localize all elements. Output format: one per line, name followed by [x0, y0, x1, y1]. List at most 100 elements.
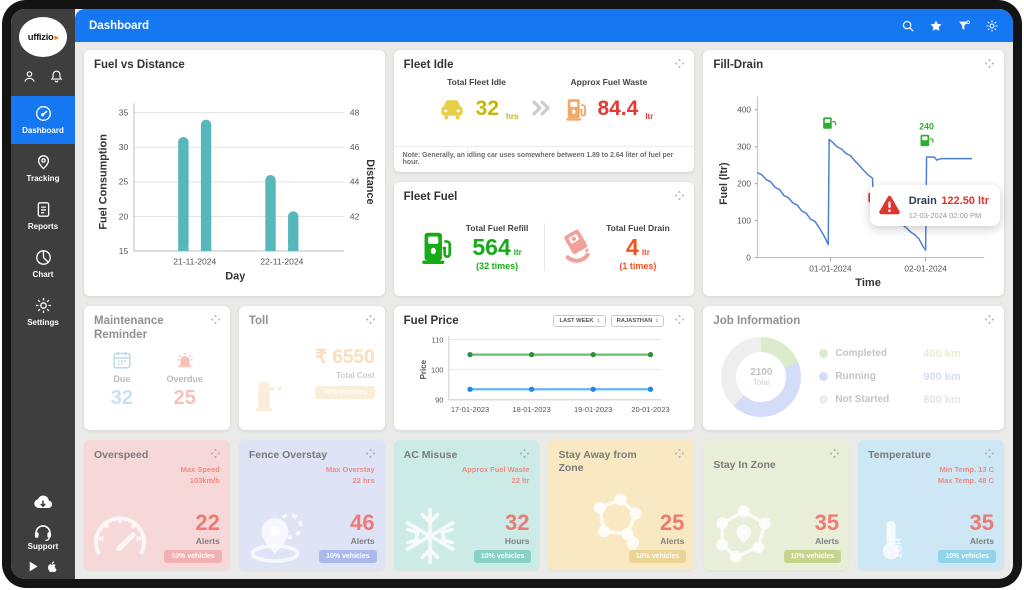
dashboard-icon	[34, 104, 53, 123]
filter-icon[interactable]	[957, 19, 971, 33]
tooltip-value: 122.50 ltr	[941, 195, 989, 208]
donut-total-label: Total	[752, 377, 770, 387]
dashboard-grid: Fuel vs Distance 15 20 25 30 35 42 44 46 48 21-11…	[75, 42, 1013, 579]
drain-unit: ltr	[641, 247, 650, 257]
overspeed-sub2: 103km/h	[189, 475, 220, 485]
svg-text:20: 20	[119, 211, 129, 221]
svg-text:46: 46	[350, 142, 360, 152]
svg-text:100: 100	[737, 215, 751, 225]
svg-text:25: 25	[119, 177, 129, 187]
expand-icon[interactable]	[210, 314, 221, 325]
temp-value: 35	[969, 510, 994, 535]
overdue-label: Overdue	[166, 373, 204, 384]
user-icon[interactable]	[22, 69, 37, 84]
expand-icon[interactable]	[984, 58, 995, 69]
drain-value: 4	[626, 233, 639, 260]
stay-in-unit: Alerts	[815, 536, 840, 546]
ac-value: 32	[505, 510, 530, 535]
ac-unit: Hours	[504, 536, 530, 546]
fleet-idle-unit: hrs	[506, 111, 519, 121]
due-label: Due	[113, 373, 131, 384]
temp-unit: Alerts	[969, 536, 994, 546]
period-dropdown[interactable]: LAST WEEK ↕	[553, 315, 606, 327]
sidebar-item-label: Chart	[32, 270, 54, 279]
region-value: RAJASTHAN	[616, 318, 653, 324]
sidebar-item-tracking[interactable]: Tracking	[11, 144, 75, 192]
svg-text:400: 400	[737, 104, 751, 114]
sidebar-item-settings[interactable]: Settings	[11, 288, 75, 336]
notifications-icon[interactable]	[49, 69, 64, 84]
apple-icon[interactable]	[46, 560, 59, 573]
fuel-waste-value: 84.4	[597, 96, 639, 120]
expand-icon[interactable]	[365, 314, 376, 325]
favorites-icon[interactable]	[929, 19, 943, 33]
thermometer-icon: HOT	[868, 514, 914, 566]
stay-away-value: 25	[659, 510, 685, 535]
sidebar-nav: Dashboard Tracking Reports Chart Setting…	[11, 96, 75, 336]
brand-logo: uffizio ▸	[19, 17, 67, 57]
overspeed-value: 22	[195, 510, 220, 535]
card-title: Stay In Zone	[713, 459, 776, 471]
sidebar-item-reports[interactable]: Reports	[11, 192, 75, 240]
toll-badge: 10% vehicles	[315, 386, 375, 399]
expand-icon[interactable]	[829, 448, 840, 459]
svg-text:02-01-2024: 02-01-2024	[905, 263, 948, 273]
tooltip-title: Drain	[908, 195, 937, 208]
expand-icon[interactable]	[984, 314, 995, 325]
expand-icon[interactable]	[519, 448, 530, 459]
job-legend: Completed 400 km Running 900 km Not Star…	[819, 348, 990, 406]
app-screen: uffizio ▸ Dashboard Tracking Reports	[11, 9, 1013, 579]
cloud-download-icon[interactable]	[32, 491, 54, 513]
refill-value: 564	[472, 233, 511, 260]
fence-sub1: Max Overstay	[325, 465, 375, 474]
expand-icon[interactable]	[365, 448, 376, 459]
drain-label: Total Fuel Drain	[606, 222, 670, 233]
card-title: Fill-Drain	[713, 59, 764, 71]
expand-icon[interactable]	[674, 314, 685, 325]
double-chevron-icon	[528, 95, 554, 121]
region-dropdown[interactable]: RAJASTHAN ↕	[610, 315, 665, 327]
fuel-price-chart: 90 100 110 17-01-2023 18-01-2023 19-01-2023 20…	[418, 335, 669, 414]
legend-label: Running	[835, 371, 876, 383]
stay-away-unit: Alerts	[660, 536, 685, 546]
fleet-idle-value: 32	[475, 96, 499, 120]
fleet-idle-total-label: Total Fleet Idle	[447, 76, 506, 87]
sidebar-item-dashboard[interactable]: Dashboard	[11, 96, 75, 144]
svg-text:22-11-2024: 22-11-2024	[260, 256, 303, 266]
card-title: Fence Overstay	[248, 449, 328, 461]
svg-text:17-01-2023: 17-01-2023	[450, 405, 488, 414]
ac-sub2: 22 ltr	[511, 475, 530, 485]
play-store-icon[interactable]	[27, 560, 40, 573]
search-icon[interactable]	[901, 19, 915, 33]
svg-text:110: 110	[431, 335, 443, 344]
reports-icon	[34, 200, 53, 219]
refill-times: (32 times)	[476, 260, 519, 271]
brand-logo-arrow-icon: ▸	[54, 32, 59, 42]
card-fuel-vs-distance: Fuel vs Distance 15 20 25 30 35 42 44 46 48 21-11…	[84, 50, 385, 296]
idle-note: Note: Generally, an idling car uses some…	[393, 146, 695, 172]
topbar-settings-icon[interactable]	[985, 19, 999, 33]
temp-badge: 10% vehicles	[938, 550, 996, 563]
updown-icon: ↕	[655, 318, 659, 324]
support-icon[interactable]	[32, 520, 54, 542]
period-value: LAST WEEK	[559, 318, 594, 324]
refill-pump-icon	[419, 228, 457, 266]
sidebar-item-chart[interactable]: Chart	[11, 240, 75, 288]
speedometer-icon	[90, 506, 150, 566]
expand-icon[interactable]	[674, 448, 685, 459]
fuel-vs-distance-chart: 15 20 25 30 35 42 44 46 48 21-11-2024 22-11-2024 Da…	[97, 103, 375, 282]
expand-icon[interactable]	[210, 448, 221, 459]
topbar: Dashboard	[75, 9, 1013, 42]
svg-text:240: 240	[920, 121, 935, 131]
expand-icon[interactable]	[674, 190, 685, 201]
expand-icon[interactable]	[984, 448, 995, 459]
settings-icon	[34, 296, 53, 315]
card-title: Job Information	[713, 315, 801, 327]
stay-away-badge: 10% vehicles	[628, 550, 687, 563]
toll-value: ₹ 6550	[315, 347, 375, 368]
expand-icon[interactable]	[674, 58, 685, 69]
card-toll: Toll ₹ 6550 Total Cost 10% vehicles	[238, 306, 385, 430]
legend-value: 900 km	[923, 370, 961, 383]
overspeed-sub1: Max Speed	[180, 465, 220, 474]
